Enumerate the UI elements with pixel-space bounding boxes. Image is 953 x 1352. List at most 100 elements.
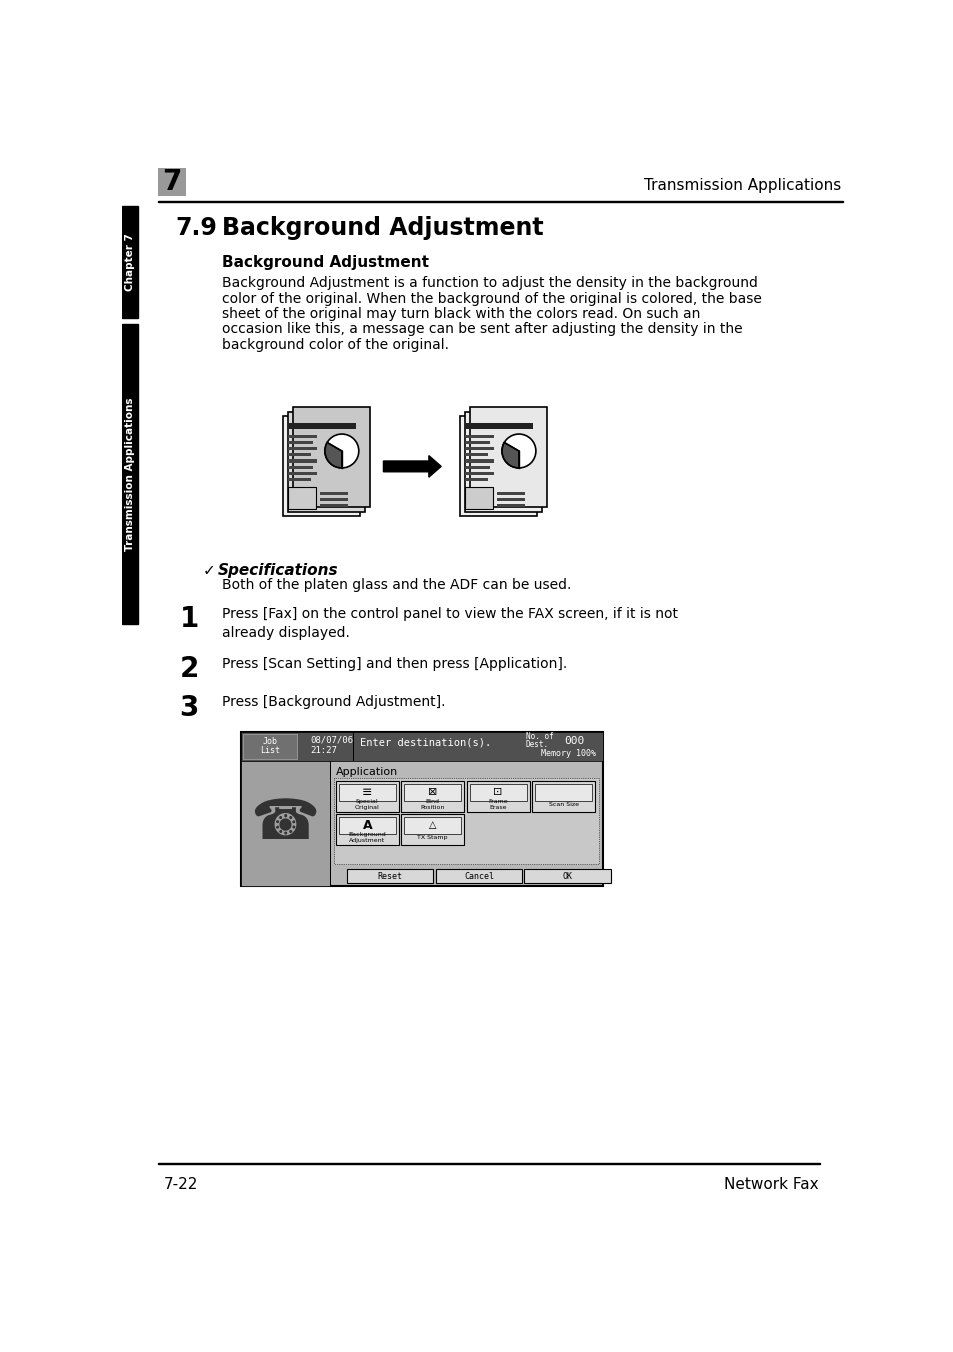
Text: Chapter 7: Chapter 7 xyxy=(125,233,134,291)
Text: ☎: ☎ xyxy=(250,796,319,850)
Bar xyxy=(288,422,355,430)
Bar xyxy=(347,869,433,883)
Bar xyxy=(335,814,398,845)
Text: Background Adjustment is a function to adjust the density in the background: Background Adjustment is a function to a… xyxy=(221,276,757,291)
Bar xyxy=(400,781,464,813)
Text: 7: 7 xyxy=(162,168,181,196)
Bar xyxy=(320,498,348,502)
Bar xyxy=(288,472,317,475)
Bar xyxy=(261,795,308,853)
Text: 08/07/06: 08/07/06 xyxy=(310,735,353,744)
Text: 21:27: 21:27 xyxy=(310,746,336,754)
Text: List: List xyxy=(260,746,280,754)
Bar xyxy=(157,169,185,196)
Bar xyxy=(469,407,546,507)
Text: ✓: ✓ xyxy=(202,562,215,577)
Text: background color of the original.: background color of the original. xyxy=(221,338,448,352)
Text: 7.9: 7.9 xyxy=(175,216,217,241)
Bar xyxy=(288,453,311,457)
Bar xyxy=(464,487,493,508)
Bar xyxy=(464,412,541,512)
Bar xyxy=(460,416,537,516)
Bar xyxy=(532,781,595,813)
Bar xyxy=(241,761,329,886)
Text: Press [Fax] on the control panel to view the FAX screen, if it is not
already di: Press [Fax] on the control panel to view… xyxy=(221,607,677,639)
Text: Background
Adjustment: Background Adjustment xyxy=(348,833,386,842)
Bar xyxy=(497,492,524,495)
Bar xyxy=(338,817,395,834)
Bar xyxy=(335,781,398,813)
Bar xyxy=(469,784,526,800)
Text: color of the original. When the background of the original is colored, the base: color of the original. When the backgrou… xyxy=(221,292,760,306)
Bar xyxy=(329,761,331,886)
Text: Special
Original: Special Original xyxy=(355,799,379,810)
Bar xyxy=(464,472,494,475)
Text: Job: Job xyxy=(262,737,277,746)
Bar xyxy=(497,498,524,502)
Bar xyxy=(121,206,137,318)
Bar xyxy=(288,487,315,508)
Text: Press [Scan Setting] and then press [Application].: Press [Scan Setting] and then press [App… xyxy=(221,657,566,671)
Text: Transmission Applications: Transmission Applications xyxy=(125,397,134,550)
Bar xyxy=(404,817,460,834)
Text: sheet of the original may turn black with the colors read. On such an: sheet of the original may turn black wit… xyxy=(221,307,700,320)
Bar xyxy=(464,460,494,462)
Bar xyxy=(320,492,348,495)
Bar xyxy=(353,731,354,761)
Bar xyxy=(464,479,488,481)
Bar xyxy=(288,460,317,462)
Bar xyxy=(466,781,529,813)
Bar xyxy=(464,453,488,457)
Text: ⊡: ⊡ xyxy=(493,787,502,798)
Bar xyxy=(464,448,494,450)
Bar xyxy=(288,435,317,438)
Text: Dest.: Dest. xyxy=(525,740,548,749)
Text: 3: 3 xyxy=(179,694,198,722)
Text: ⊠: ⊠ xyxy=(428,787,436,798)
Text: Application: Application xyxy=(335,768,397,777)
Text: 000: 000 xyxy=(564,735,584,745)
Bar xyxy=(288,412,365,512)
Text: Enter destination(s).: Enter destination(s). xyxy=(360,738,491,748)
Bar xyxy=(241,731,602,761)
Text: Frame
Erase: Frame Erase xyxy=(488,799,507,810)
Text: No. of: No. of xyxy=(525,733,553,741)
Text: △: △ xyxy=(429,821,436,830)
Text: A: A xyxy=(362,819,372,831)
Text: Transmission Applications: Transmission Applications xyxy=(643,178,841,193)
Bar xyxy=(288,479,311,481)
Bar xyxy=(436,869,521,883)
Text: TX Stamp: TX Stamp xyxy=(417,836,448,840)
Text: Bind
Position: Bind Position xyxy=(420,799,444,810)
Bar xyxy=(283,416,360,516)
Wedge shape xyxy=(501,442,518,468)
Polygon shape xyxy=(383,456,440,477)
Text: Background Adjustment: Background Adjustment xyxy=(221,254,428,269)
Bar xyxy=(334,779,598,864)
Bar xyxy=(404,784,460,800)
Text: Specifications: Specifications xyxy=(217,562,338,577)
Text: Background Adjustment: Background Adjustment xyxy=(221,216,543,241)
Bar xyxy=(464,435,494,438)
Text: Press [Background Adjustment].: Press [Background Adjustment]. xyxy=(221,695,445,708)
Text: OK: OK xyxy=(562,872,572,880)
Circle shape xyxy=(501,434,536,468)
Wedge shape xyxy=(325,442,341,468)
Bar xyxy=(288,441,313,443)
Bar xyxy=(288,465,313,469)
Bar xyxy=(241,731,602,886)
Text: Scan Size: Scan Size xyxy=(548,802,578,807)
Bar xyxy=(464,441,489,443)
Bar xyxy=(524,869,610,883)
Text: Cancel: Cancel xyxy=(463,872,494,880)
Bar xyxy=(243,734,297,758)
Bar xyxy=(338,784,395,800)
Bar xyxy=(464,465,489,469)
Text: Memory 100%: Memory 100% xyxy=(540,749,596,758)
Bar xyxy=(535,784,592,800)
Circle shape xyxy=(325,434,358,468)
Bar xyxy=(293,407,369,507)
Text: ≡: ≡ xyxy=(361,786,372,799)
Text: Both of the platen glass and the ADF can be used.: Both of the platen glass and the ADF can… xyxy=(221,579,571,592)
Text: Reset: Reset xyxy=(377,872,402,880)
